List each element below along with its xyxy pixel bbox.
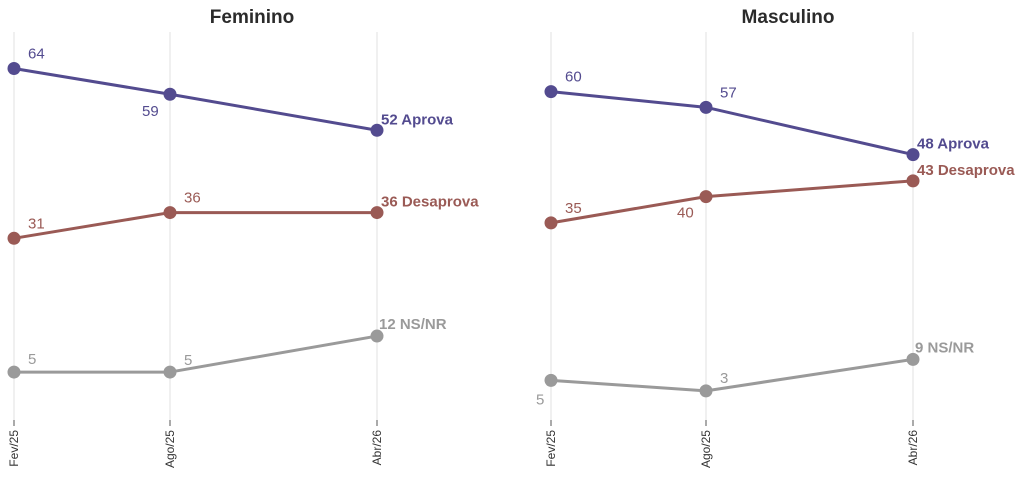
data-point xyxy=(699,100,713,114)
data-label: 57 xyxy=(720,84,737,101)
x-tick-label: Abr/26 xyxy=(906,430,920,466)
data-point xyxy=(544,216,558,230)
data-point xyxy=(163,206,177,220)
data-point xyxy=(906,174,920,188)
series-line-nsnr xyxy=(12,334,379,374)
data-label: 5 xyxy=(28,351,36,368)
data-point xyxy=(544,373,558,387)
data-label: 35 xyxy=(565,200,582,217)
data-label: 64 xyxy=(28,46,45,63)
panel-feminino: Feminino Fev/25 Ago/25 Abr/26 64 59 52 Aprova 3… xyxy=(7,7,479,468)
data-point xyxy=(7,62,21,76)
data-label: 40 xyxy=(677,205,694,222)
data-point xyxy=(163,365,177,379)
x-tick-label: Ago/25 xyxy=(163,430,177,468)
panel-title: Feminino xyxy=(210,7,294,28)
data-point xyxy=(7,365,21,379)
x-tick-label: Abr/26 xyxy=(370,430,384,466)
end-label: 9 NS/NR xyxy=(915,339,974,356)
data-point xyxy=(699,384,713,398)
end-label: 48 Aprova xyxy=(917,136,990,153)
series-line-desaprova xyxy=(549,179,915,225)
data-point xyxy=(163,87,177,101)
series-line-nsnr xyxy=(549,357,915,393)
x-tick-label: Ago/25 xyxy=(699,430,713,468)
x-tick-label: Fev/25 xyxy=(544,430,558,467)
series-line-desaprova xyxy=(12,211,379,240)
data-point xyxy=(370,206,384,220)
data-point xyxy=(906,352,920,366)
end-label: 52 Aprova xyxy=(381,111,454,128)
x-tick-label: Fev/25 xyxy=(7,430,21,467)
data-label: 36 xyxy=(184,190,201,207)
data-point xyxy=(699,190,713,204)
data-label: 5 xyxy=(536,391,544,408)
panel-masculino: Masculino Fev/25 Ago/25 Abr/26 60 57 48 Aprova… xyxy=(536,7,1015,468)
data-label: 31 xyxy=(28,215,45,232)
data-point xyxy=(7,231,21,245)
end-label: 43 Desaprova xyxy=(917,162,1015,179)
data-point xyxy=(906,148,920,162)
end-label: 12 NS/NR xyxy=(379,316,447,333)
data-label: 3 xyxy=(720,370,728,387)
data-label: 5 xyxy=(184,352,192,369)
end-label: 36 Desaprova xyxy=(381,194,479,211)
series-line-aprova xyxy=(12,67,379,132)
panel-title: Masculino xyxy=(742,7,835,28)
data-point xyxy=(370,123,384,137)
data-label: 59 xyxy=(142,103,159,120)
data-label: 60 xyxy=(565,69,582,86)
data-point xyxy=(544,85,558,99)
data-point xyxy=(370,329,384,343)
